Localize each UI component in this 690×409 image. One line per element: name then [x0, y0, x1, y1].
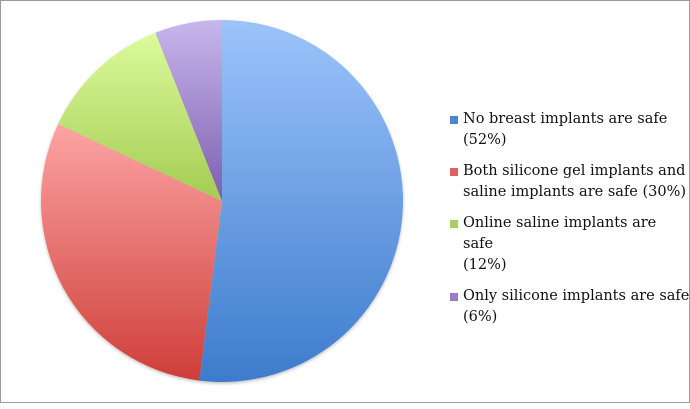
legend-label: Both silicone gel implants and saline im…	[463, 163, 686, 200]
legend-pct: (12%)	[463, 257, 507, 273]
legend-pct: (30%)	[642, 184, 687, 200]
legend-swatch-purple	[450, 293, 458, 301]
pie-slice-silicone-safe	[155, 20, 222, 201]
legend-swatch-blue	[450, 116, 458, 124]
legend-label: Online saline implants are safe	[463, 215, 657, 252]
legend-pct: (6%)	[463, 309, 498, 325]
pie-chart	[1, 1, 461, 404]
legend-swatch-red	[450, 168, 458, 176]
legend-label: No breast implants are safe	[463, 111, 668, 127]
legend-pct: (52%)	[463, 132, 507, 148]
legend-swatch-green	[450, 220, 458, 228]
legend-label: Only silicone implants are safe	[463, 288, 690, 304]
pie-svg	[40, 20, 403, 382]
legend-item-no-implants-safe: No breast implants are safe (52%)	[450, 109, 690, 151]
chart-legend: No breast implants are safe (52%) Both s…	[450, 109, 690, 338]
pie-slice-both-safe	[40, 123, 222, 381]
legend-item-saline-safe: Online saline implants are safe (12%)	[450, 213, 690, 276]
legend-item-both-safe: Both silicone gel implants and saline im…	[450, 161, 690, 203]
pie-slice-no-implants-safe	[199, 20, 403, 382]
pie-slice-saline-safe	[58, 32, 222, 202]
legend-item-silicone-safe: Only silicone implants are safe (6%)	[450, 286, 690, 328]
